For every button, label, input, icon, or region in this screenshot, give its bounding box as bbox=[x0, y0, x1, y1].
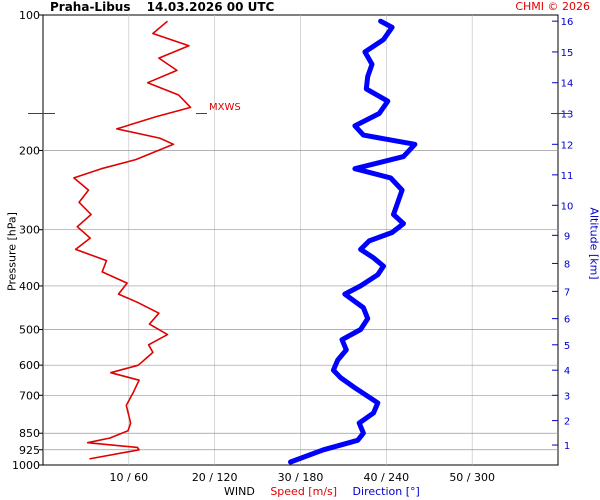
altitude-tick-label: 15 bbox=[561, 48, 574, 59]
speed-series-line bbox=[73, 20, 192, 460]
pressure-tick-label: 925 bbox=[19, 444, 40, 457]
credit-label: CHMI © 2026 bbox=[515, 0, 590, 13]
altitude-tick-label: 14 bbox=[561, 79, 574, 90]
altitude-tick-label: 8 bbox=[564, 259, 570, 270]
legend-wind: WIND bbox=[224, 485, 255, 498]
x-tick-label: 40 / 240 bbox=[363, 471, 409, 484]
pressure-tick-label: 500 bbox=[19, 324, 40, 337]
altitude-tick-label: 11 bbox=[561, 171, 574, 182]
legend: WIND Speed [m/s] Direction [°] bbox=[224, 485, 420, 498]
altitude-tick-label: 3 bbox=[564, 391, 570, 402]
x-tick-label: 10 / 60 bbox=[109, 471, 148, 484]
altitude-tick-label: 12 bbox=[561, 140, 574, 151]
altitude-tick-label: 2 bbox=[564, 417, 570, 428]
altitude-tick-label: 5 bbox=[564, 341, 570, 352]
pressure-tick-label: 600 bbox=[19, 359, 40, 372]
sounding-datetime: 14.03.2026 00 UTC bbox=[146, 0, 275, 14]
x-tick-label: 30 / 180 bbox=[278, 471, 324, 484]
pressure-tick-label: 850 bbox=[19, 427, 40, 440]
altitude-tick-label: 10 bbox=[561, 201, 574, 212]
chart-title: Praha-Libus 14.03.2026 00 UTC bbox=[50, 0, 286, 14]
x-tick-label: 20 / 120 bbox=[192, 471, 238, 484]
legend-speed: Speed [m/s] bbox=[270, 485, 338, 498]
altitude-tick-label: 1 bbox=[564, 441, 570, 452]
pressure-tick-label: 400 bbox=[19, 280, 40, 293]
x-tick-label: 50 / 300 bbox=[449, 471, 495, 484]
altitude-tick-label: 7 bbox=[564, 287, 570, 298]
pressure-tick-label: 700 bbox=[19, 389, 40, 402]
altitude-tick-label: 16 bbox=[561, 17, 574, 28]
pressure-tick-label: 200 bbox=[19, 144, 40, 157]
pressure-tick-label: 100 bbox=[19, 9, 40, 22]
max-wind-label: MXWS bbox=[209, 102, 241, 113]
pressure-tick-label: 1000 bbox=[12, 459, 40, 472]
legend-direction: Direction [°] bbox=[352, 485, 420, 498]
direction-series-line bbox=[288, 18, 418, 465]
pressure-axis-label: Pressure [hPa] bbox=[5, 212, 19, 291]
altitude-tick-label: 9 bbox=[564, 231, 570, 242]
altitude-tick-label: 13 bbox=[561, 110, 574, 121]
pressure-tick-label: 300 bbox=[19, 224, 40, 237]
station-name: Praha-Libus bbox=[50, 0, 131, 14]
altitude-axis-label: Altitude [km] bbox=[587, 207, 600, 280]
altitude-tick-label: 6 bbox=[564, 315, 570, 326]
altitude-tick-label: 4 bbox=[564, 366, 570, 377]
